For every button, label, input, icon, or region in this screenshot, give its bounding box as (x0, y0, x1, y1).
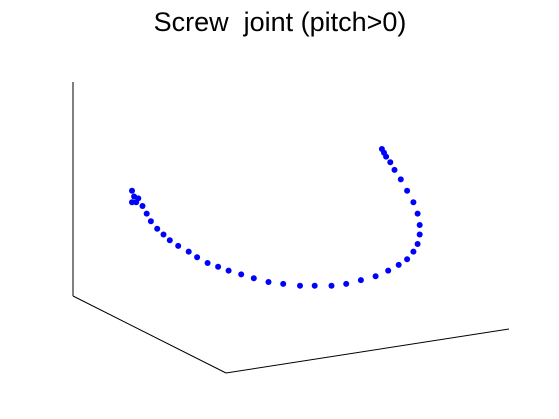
data-point (297, 282, 303, 289)
data-point (414, 241, 421, 247)
chart-title: Screw joint (pitch>0) (154, 7, 407, 37)
data-point (328, 282, 335, 289)
data-point (175, 242, 182, 249)
data-point (204, 260, 211, 266)
data-point (147, 218, 154, 225)
data-point (129, 199, 135, 206)
data-point (129, 187, 135, 194)
data-point (160, 231, 167, 238)
data-point (265, 279, 272, 285)
data-point (404, 256, 411, 263)
x-axis-line (225, 328, 510, 374)
data-point (154, 225, 161, 232)
data-point (416, 231, 423, 238)
axes-box (72, 82, 510, 374)
data-point (166, 237, 173, 244)
data-point (194, 254, 201, 261)
data-point (343, 280, 350, 287)
data-point (250, 275, 257, 282)
data-point (404, 187, 411, 194)
data-point (385, 267, 392, 274)
data-point (357, 277, 364, 284)
data-point (378, 146, 385, 152)
data-point (410, 199, 417, 206)
data-point (387, 159, 394, 166)
data-point (391, 166, 398, 173)
data-point (215, 263, 222, 270)
y-axis-line (72, 295, 227, 374)
data-series (129, 146, 423, 289)
data-point (311, 282, 318, 289)
data-point (280, 280, 287, 287)
data-point (135, 195, 142, 202)
data-point (238, 271, 245, 278)
data-point (225, 267, 232, 274)
data-point (143, 210, 150, 217)
data-point (139, 203, 146, 209)
data-point (185, 248, 192, 255)
data-point (397, 176, 404, 183)
data-point (372, 273, 379, 280)
data-point (416, 222, 423, 228)
data-point (395, 261, 402, 268)
data-point (414, 210, 421, 217)
data-point (410, 248, 417, 255)
